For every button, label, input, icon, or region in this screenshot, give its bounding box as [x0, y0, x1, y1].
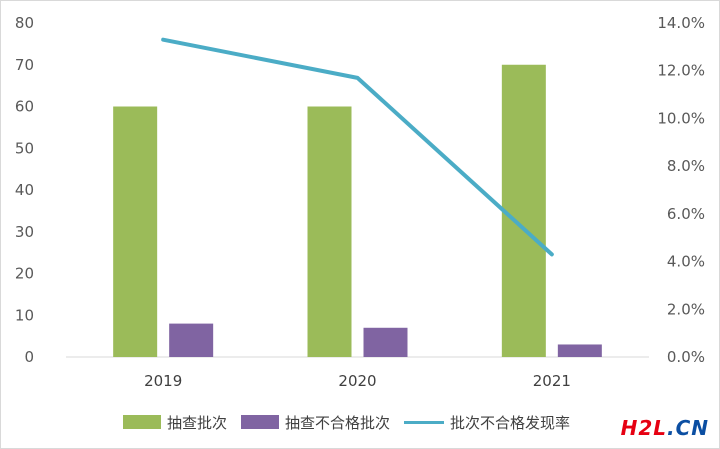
legend-swatch-sampled: [123, 415, 161, 429]
left-tick-label: 50: [15, 139, 34, 157]
bar-sampled-2020: [307, 106, 352, 357]
bar-failed-2019: [169, 323, 214, 357]
watermark-part1: H2L: [620, 416, 667, 440]
right-tick-label: 2.0%: [667, 300, 705, 318]
legend: 抽查批次 抽查不合格批次 批次不合格发现率: [123, 410, 584, 434]
legend-item-failed: 抽查不合格批次: [241, 412, 390, 433]
bar-failed-2020: [363, 327, 408, 357]
bar-series: [113, 64, 602, 357]
rate-line: [161, 37, 554, 257]
left-axis-ticks: 0 10 20 30 40 50 60 70 80: [15, 14, 34, 366]
x-tick-label: 2019: [144, 372, 182, 390]
legend-item-sampled: 抽查批次: [123, 412, 227, 433]
x-tick-label: 2020: [338, 372, 376, 390]
bar-sampled-2021: [501, 64, 546, 357]
left-tick-label: 40: [15, 181, 34, 199]
watermark-logo: H2L.CN: [621, 416, 709, 440]
left-tick-label: 0: [24, 348, 34, 366]
left-tick-label: 70: [15, 56, 34, 74]
left-tick-label: 30: [15, 223, 34, 241]
right-tick-label: 14.0%: [657, 14, 705, 32]
left-tick-label: 20: [15, 265, 34, 283]
legend-swatch-rate: [404, 420, 445, 424]
left-tick-label: 80: [15, 14, 34, 32]
bar-sampled-2019: [113, 106, 158, 357]
right-tick-label: 12.0%: [657, 62, 705, 80]
watermark-part2: .CN: [666, 416, 709, 440]
combo-chart: 0 10 20 30 40 50 60 70 80 0.0% 2.0% 4.0% 6.0% 8.0% 10…: [15, 14, 705, 390]
legend-label-rate: 批次不合格发现率: [450, 413, 571, 432]
legend-item-rate: 批次不合格发现率: [404, 412, 570, 433]
line-series: [161, 37, 554, 257]
right-tick-label: 4.0%: [667, 253, 705, 271]
legend-swatch-failed: [241, 415, 280, 429]
bar-failed-2021: [557, 344, 602, 357]
right-tick-label: 8.0%: [667, 157, 705, 175]
right-tick-label: 10.0%: [657, 109, 705, 127]
left-tick-label: 60: [15, 98, 34, 116]
x-tick-label: 2021: [533, 372, 571, 390]
left-tick-label: 10: [15, 306, 34, 324]
right-axis-ticks: 0.0% 2.0% 4.0% 6.0% 8.0% 10.0% 12.0% 14.0%: [657, 14, 705, 366]
legend-label-sampled: 抽查批次: [167, 413, 228, 432]
x-axis-ticks: 2019 2020 2021: [144, 372, 571, 390]
legend-label-failed: 抽查不合格批次: [285, 413, 391, 432]
right-tick-label: 6.0%: [667, 205, 705, 223]
right-tick-label: 0.0%: [667, 348, 705, 366]
